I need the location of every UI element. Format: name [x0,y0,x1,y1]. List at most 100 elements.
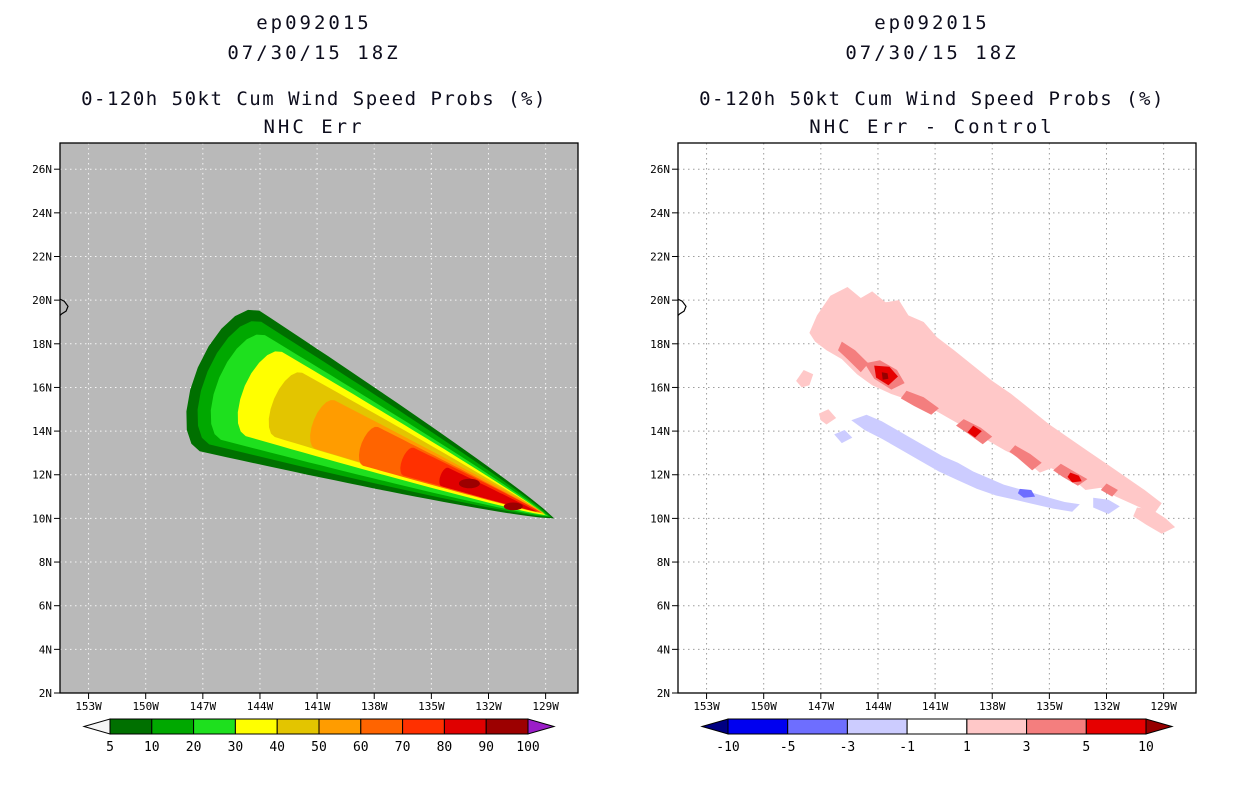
colorbar-tick-label: -1 [899,740,915,755]
colorbar-cell [234,718,278,735]
colorbar-cell [318,718,362,735]
lat-tick-label: 8N [39,556,52,569]
lat-tick-label: 14N [650,425,670,438]
colorbar-cell [276,718,320,735]
diff-patch [838,341,869,373]
lon-tick-label: 138W [979,700,1006,713]
max-prob-spot [503,502,523,511]
experiment-title: NHC Err - Control [809,116,1055,138]
lon-tick-label: 147W [808,700,835,713]
lat-tick-label: 8N [657,556,670,569]
colorbar-cell [1026,718,1087,735]
colorbar-cell [193,718,236,735]
lat-tick-label: 14N [32,425,52,438]
colorbar-cell [485,718,529,735]
colorbar-cell [787,718,848,735]
diff-patch [809,287,1162,514]
colorbar-tick-label: 50 [311,740,327,755]
lat-tick-label: 16N [32,381,52,394]
colorbar-cell [1085,718,1147,735]
diff-patch [1009,445,1042,471]
lon-tick-label: 153W [75,700,102,713]
colorbar-tick-label: 70 [395,740,411,755]
probability-swath-map: 153W 150W 147W 144W 141W 138W 135W 132W 129W 2N 4N… [32,142,579,755]
lat-tick-label: 6N [657,600,670,613]
lon-tick-label: 132W [475,700,502,713]
diff-patch [881,372,889,380]
lat-tick-label: 4N [39,643,52,656]
axis-ticks-and-labels: 153W 150W 147W 144W 141W 138W 135W 132W 129W 2N 4N… [650,163,1177,713]
lat-tick-label: 2N [39,687,52,700]
map-background [678,143,1196,693]
map-area: 153W 150W 147W 144W 141W 138W 135W 132W 129W 2N 4N… [650,142,1197,713]
colorbar: -10 -5 -3 -1 1 3 5 10 [700,718,1174,755]
colorbar-tick-label: 3 [1023,740,1031,755]
colorbar-cell [846,718,908,735]
colorbar-right-arrow [527,718,556,735]
colorbar-tick-label: -10 [716,740,739,755]
lon-tick-label: 135W [1036,700,1063,713]
valid-time: 07/30/15 18Z [227,42,401,64]
colorbar-tick-label: 10 [1138,740,1154,755]
diff-patch [818,409,837,425]
max-prob-spot [458,478,480,489]
lon-tick-label: 150W [132,700,159,713]
experiment-title: NHC Err [263,116,365,138]
lat-tick-label: 6N [39,600,52,613]
lon-tick-label: 144W [247,700,274,713]
colorbar-cell [360,718,404,735]
panel-nhc-err-minus-control: ep092015 07/30/15 18Z 0-120h 50kt Cum Wi… [618,0,1236,800]
diff-patch [851,414,1080,512]
lon-tick-label: 132W [1093,700,1120,713]
lon-tick-label: 129W [1150,700,1177,713]
colorbar-tick-label: 20 [186,740,202,755]
lat-tick-label: 10N [650,512,670,525]
colorbar-tick-label: 80 [437,740,453,755]
storm-id: ep092015 [874,12,990,34]
lat-tick-label: 18N [650,338,670,351]
colorbar-tick-label: -5 [780,740,796,755]
colorbar-left-arrow [82,718,111,735]
lon-tick-label: 138W [361,700,388,713]
probability-difference-map: 153W 150W 147W 144W 141W 138W 135W 132W 129W 2N 4N… [650,142,1197,755]
colorbar-cell [109,718,153,735]
map-area: 153W 150W 147W 144W 141W 138W 135W 132W 129W 2N 4N… [32,142,579,713]
diff-patch [900,390,939,415]
valid-time: 07/30/15 18Z [845,42,1019,64]
colorbar-tick-label: 5 [1082,740,1090,755]
colorbar-left-arrow [700,718,729,735]
lat-tick-label: 10N [32,512,52,525]
island-outline [60,298,69,316]
lon-tick-label: 135W [418,700,445,713]
lat-tick-label: 22N [650,250,670,263]
lat-tick-label: 22N [32,250,52,263]
lon-tick-label: 153W [693,700,720,713]
island-outline [678,298,687,316]
diff-patch [1093,497,1120,514]
colorbar-cell [727,718,789,735]
lat-tick-label: 24N [32,207,52,220]
diff-patch [796,370,814,388]
lat-tick-label: 12N [32,469,52,482]
lat-tick-label: 2N [657,687,670,700]
lon-tick-label: 141W [304,700,331,713]
lon-tick-label: 141W [922,700,949,713]
colorbar-tick-label: 60 [353,740,369,755]
colorbar-cell [966,718,1028,735]
colorbar-tick-label: 1 [963,740,971,755]
colorbar-tick-label: 90 [478,740,494,755]
colorbar-tick-label: -3 [840,740,856,755]
colorbar-tick-label: 10 [144,740,160,755]
lat-tick-label: 20N [32,294,52,307]
lat-tick-label: 24N [650,207,670,220]
contour-fills [60,298,555,519]
lat-tick-label: 12N [650,469,670,482]
lon-tick-label: 150W [750,700,777,713]
lon-tick-label: 147W [190,700,217,713]
axis-ticks-and-labels: 153W 150W 147W 144W 141W 138W 135W 132W 129W 2N 4N… [32,163,559,713]
lat-tick-label: 26N [32,163,52,176]
diff-patch [834,430,853,444]
contour-fills [678,287,1176,534]
lat-tick-label: 20N [650,294,670,307]
